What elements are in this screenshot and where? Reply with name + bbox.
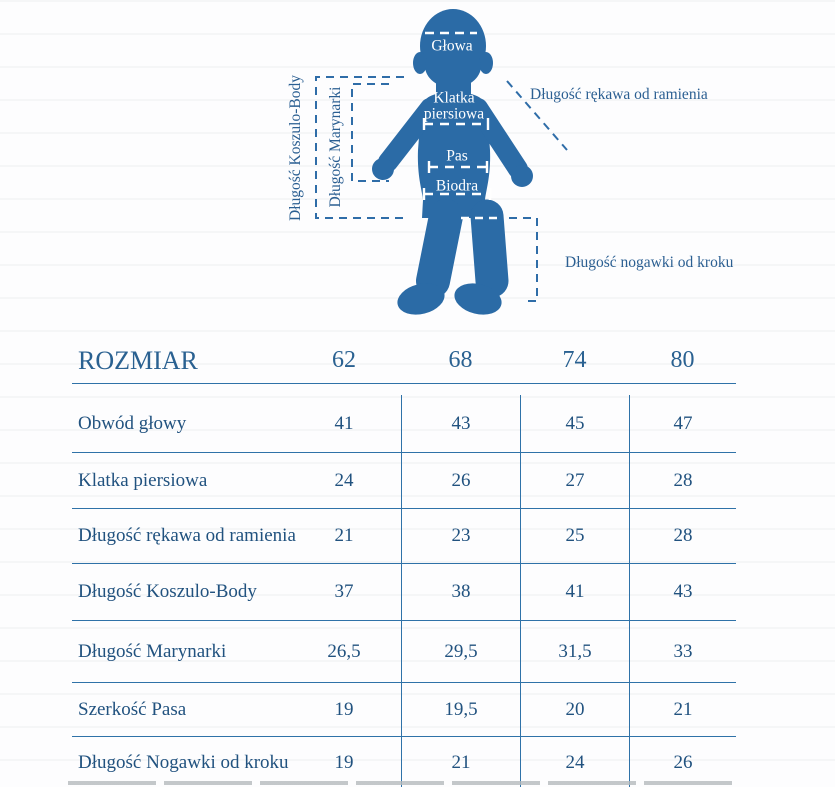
table-row: Długość Koszulo-Body 37 38 41 43 <box>72 564 736 621</box>
cell-value: 26 <box>629 737 736 787</box>
cell-value: 25 <box>520 509 629 563</box>
row-label: Klatka piersiowa <box>78 469 208 491</box>
hips-measure-ticks <box>422 188 492 200</box>
size-table-header: ROZMIAR 62 68 74 80 <box>72 338 736 384</box>
cell-value: 45 <box>520 395 629 452</box>
jacket-length-bracket <box>351 83 389 182</box>
leg-length-bracket <box>509 217 538 302</box>
sleeve-length-label: Długość rękawa od ramienia <box>530 86 708 103</box>
cell-value: 27 <box>520 453 629 508</box>
row-label: Długość Koszulo-Body <box>78 581 257 602</box>
cell-value: 33 <box>629 621 736 682</box>
cell-value: 28 <box>629 453 736 508</box>
size-column-header-68: 68 <box>448 347 473 373</box>
head-label: Głowa <box>431 37 473 55</box>
cell-value: 20 <box>520 683 629 736</box>
bottom-divider <box>68 781 740 785</box>
cell-value: 21 <box>401 737 520 787</box>
cell-value: 19 <box>334 698 354 720</box>
baby-silhouette <box>372 9 533 315</box>
size-column-header-80: 80 <box>670 347 695 373</box>
cell-value: 24 <box>334 469 354 491</box>
row-label: Długość Marynarki <box>78 640 227 662</box>
cell-value: 37 <box>334 581 354 602</box>
waist-measure-ticks <box>427 161 489 173</box>
cell-value: 43 <box>629 564 736 620</box>
row-label: Długość Nogawki od kroku <box>78 751 289 773</box>
table-row: Obwód głowy 41 43 45 47 <box>72 384 736 453</box>
cell-value: 19,5 <box>401 683 520 736</box>
size-column-header-62: 62 <box>332 347 356 373</box>
size-column-header-74: 74 <box>562 347 587 373</box>
jacket-length-label: Długość Marynarki <box>327 86 344 208</box>
hips-label: Biodra <box>435 177 479 195</box>
chest-label-line2: piersiowa <box>423 105 485 122</box>
rozmiar-heading: ROZMIAR <box>78 345 198 375</box>
cell-value: 26,5 <box>327 640 361 662</box>
sleeve-length-line <box>506 80 568 151</box>
table-row: Długość Marynarki 26,5 29,5 31,5 33 <box>72 621 736 683</box>
cell-value: 28 <box>629 509 736 563</box>
row-label: Szerkość Pasa <box>78 698 187 720</box>
cell-value: 29,5 <box>401 621 520 682</box>
chest-label: Klatka piersiowa <box>423 89 485 122</box>
size-diagram-figure <box>315 9 568 315</box>
size-table: ROZMIAR 62 68 74 80 Obwód głowy 41 43 45… <box>72 338 736 787</box>
cell-value: 31,5 <box>520 621 629 682</box>
cell-value: 26 <box>401 453 520 508</box>
table-row: Szerkość Pasa 19 19,5 20 21 <box>72 683 736 737</box>
table-row: Długość Nogawki od kroku 19 21 24 26 <box>72 737 736 787</box>
cell-value: 19 <box>334 751 354 773</box>
row-label: Obwód głowy <box>78 412 187 434</box>
row-label: Długość rękawa od ramienia <box>78 525 296 546</box>
cell-value: 43 <box>401 395 520 452</box>
leg-length-label: Długość nogawki od kroku <box>565 254 734 271</box>
table-row: Klatka piersiowa 24 26 27 28 <box>72 453 736 509</box>
cell-value: 41 <box>520 564 629 620</box>
chest-measure-ticks <box>422 118 490 130</box>
cell-value: 41 <box>334 412 354 434</box>
bodysuit-length-bracket <box>315 76 406 219</box>
waist-label: Pas <box>446 147 468 165</box>
cell-value: 21 <box>334 525 354 546</box>
bodysuit-length-label: Długość Koszulo-Body <box>287 75 304 221</box>
cell-value: 23 <box>401 509 520 563</box>
cell-value: 21 <box>629 683 736 736</box>
cell-value: 38 <box>401 564 520 620</box>
cell-value: 24 <box>520 737 629 787</box>
cell-value: 47 <box>629 395 736 452</box>
chest-label-line1: Klatka <box>433 89 475 107</box>
table-row: Długość rękawa od ramienia 21 23 25 28 <box>72 509 736 564</box>
